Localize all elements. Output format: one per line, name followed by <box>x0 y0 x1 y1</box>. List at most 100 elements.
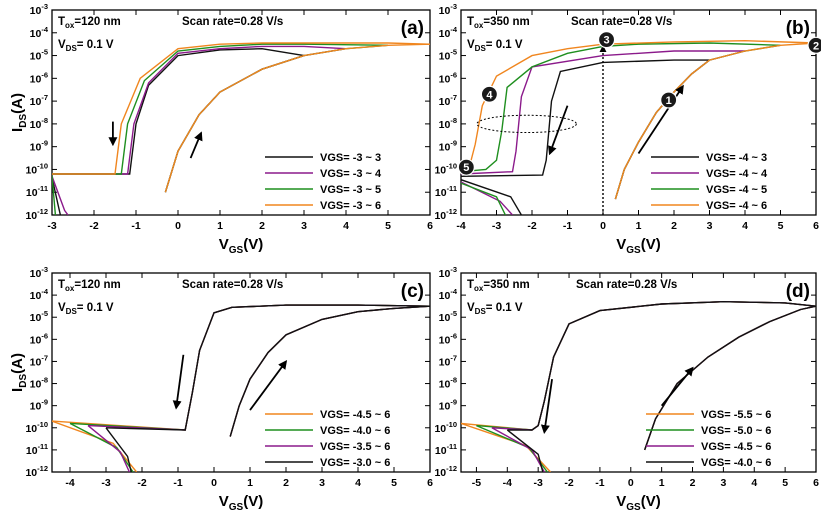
y-axis-label-sub: DS <box>18 374 29 388</box>
sweep-direction-arrow <box>189 131 203 159</box>
legend-entry: VGS= -4 ~ 6 <box>651 200 767 212</box>
forward-sweep-line <box>229 305 430 437</box>
y-tick-exponent: -6 <box>41 331 48 340</box>
y-tick-base: 10 <box>434 423 446 435</box>
x-tick-label: 6 <box>427 477 433 489</box>
legend-label: VGS= -3 ~ 3 <box>320 152 381 164</box>
x-axis-label: VGS(V) <box>219 236 263 256</box>
marker-number: 1 <box>666 95 672 107</box>
panel-c: -4 -3 -2 -1 0 1 2 3 4 5 610-1210-1110-1010-910-810… <box>9 265 433 513</box>
y-tick-exponent: -9 <box>41 139 48 148</box>
y-tick-exponent: -12 <box>37 207 48 216</box>
y-tick-label: 10-9 <box>30 139 48 154</box>
vds-value: = 0.1 V <box>77 39 114 51</box>
gate-leakage-line <box>461 182 507 215</box>
tox-value: =120 nm <box>74 279 120 291</box>
y-tick-base: 10 <box>30 119 42 131</box>
legend-entry: VGS= -3 ~ 4 <box>265 168 382 180</box>
forward-sweep-line <box>164 43 430 193</box>
legend-entry: VGS= -4.5 ~ 6 <box>265 409 390 421</box>
x-tick-label: 0 <box>628 477 634 489</box>
y-tick-base: 10 <box>435 187 447 199</box>
legend-label: VGS= -4.5 ~ 6 <box>320 409 390 421</box>
marker-circle <box>807 36 821 54</box>
y-tick-base: 10 <box>30 96 42 108</box>
y-tick-base: 10 <box>25 164 37 176</box>
y-tick-exponent: -6 <box>41 70 48 79</box>
y-tick-exponent: -8 <box>41 376 48 385</box>
reverse-sweep-line <box>105 304 430 431</box>
y-tick-exponent: -5 <box>41 309 48 318</box>
x-tick-label: -2 <box>137 477 146 489</box>
legend-label: VGS= -5.5 ~ 6 <box>701 409 771 421</box>
reverse-sweep-line <box>52 45 347 175</box>
x-axis-label-unit: (V) <box>641 493 661 510</box>
y-tick-base: 10 <box>26 187 38 199</box>
y-tick-label: 10-7 <box>30 93 48 108</box>
y-tick-base: 10 <box>30 5 42 17</box>
y-tick-exponent: -3 <box>450 265 457 274</box>
y-tick-exponent: -8 <box>450 116 457 125</box>
legend-label: VGS= -3.5 ~ 6 <box>320 441 390 453</box>
gate-leakage-line <box>87 425 131 472</box>
x-tick-label: 0 <box>600 220 606 232</box>
y-tick-label: 10-5 <box>439 48 457 63</box>
vds-label: V <box>58 39 66 51</box>
tox-text: Tox=350 nm <box>467 279 530 293</box>
x-tick-label: 4 <box>355 477 361 489</box>
reverse-sweep-line <box>52 43 389 175</box>
sweep-point-marker: 4 <box>480 85 498 103</box>
x-tick-label: 5 <box>385 220 391 232</box>
x-axis-label-unit: (V) <box>243 493 263 510</box>
reverse-sweep-line <box>461 39 816 171</box>
x-tick-label: 6 <box>813 477 819 489</box>
vds-sub: DS <box>475 44 487 53</box>
y-tick-exponent: -8 <box>41 116 48 125</box>
gate-leakage-line <box>491 427 545 472</box>
x-axis-label-main: V <box>616 236 626 253</box>
legend-label: VGS= -4.0 ~ 6 <box>320 425 390 437</box>
y-tick-base: 10 <box>30 379 42 391</box>
x-tick-label: -2 <box>89 220 98 232</box>
y-tick-exponent: -5 <box>41 48 48 57</box>
x-tick-label: 4 <box>751 477 757 489</box>
vds-sub: DS <box>475 307 487 316</box>
y-tick-label: 10-11 <box>435 184 457 199</box>
tox-label: T <box>58 16 65 28</box>
y-tick-base: 10 <box>30 142 42 154</box>
tox-label: T <box>58 279 65 291</box>
legend-label: VGS= -3 ~ 5 <box>320 184 381 196</box>
y-tick-base: 10 <box>30 401 42 413</box>
x-tick-label: 2 <box>259 220 265 232</box>
legend-entry: VGS= -3.5 ~ 6 <box>265 441 390 453</box>
legend-entry: VGS= -4.5 ~ 6 <box>646 441 771 453</box>
y-tick-exponent: -7 <box>450 93 457 102</box>
legend-label: VGS= -3 ~ 4 <box>320 168 382 180</box>
vds-label: V <box>467 39 475 51</box>
plot-frame <box>51 272 431 473</box>
y-tick-exponent: -8 <box>450 376 457 385</box>
y-tick-exponent: -10 <box>446 420 457 429</box>
y-tick-exponent: -12 <box>446 464 457 473</box>
marker-number: 4 <box>486 89 493 101</box>
legend-label: VGS= -3 ~ 6 <box>320 200 381 212</box>
y-tick-label: 10-9 <box>439 398 457 413</box>
y-tick-base: 10 <box>25 210 37 222</box>
marker-circle <box>597 31 616 49</box>
y-axis-label-unit: (A) <box>9 93 26 114</box>
gate-leakage-line <box>69 422 134 472</box>
sweep-direction-arrow <box>172 354 185 410</box>
vds-value: = 0.1 V <box>77 302 114 314</box>
gate-leakage-line <box>52 175 57 215</box>
y-tick-label: 10-6 <box>30 331 48 346</box>
y-tick-exponent: -7 <box>450 353 457 362</box>
panel-d: -5 -4 -3 -2 -1 0 1 2 3 4 5 610-1210-1110-1010-910-8… <box>434 265 819 513</box>
x-tick-label: 0 <box>175 220 181 232</box>
legend: VGS= -4.5 ~ 6 VGS= -4.0 ~ 6 VGS= -3.5 ~ 6 V… <box>265 409 390 469</box>
y-tick-label: 10-3 <box>30 265 48 280</box>
y-tick-label: 10-6 <box>30 70 48 85</box>
series-1 <box>461 59 710 215</box>
scan-rate-text: Scan rate=0.28 V/s <box>182 279 283 291</box>
legend-entry: VGS= -4.0 ~ 6 <box>646 457 771 469</box>
gate-leakage-line <box>461 181 514 215</box>
